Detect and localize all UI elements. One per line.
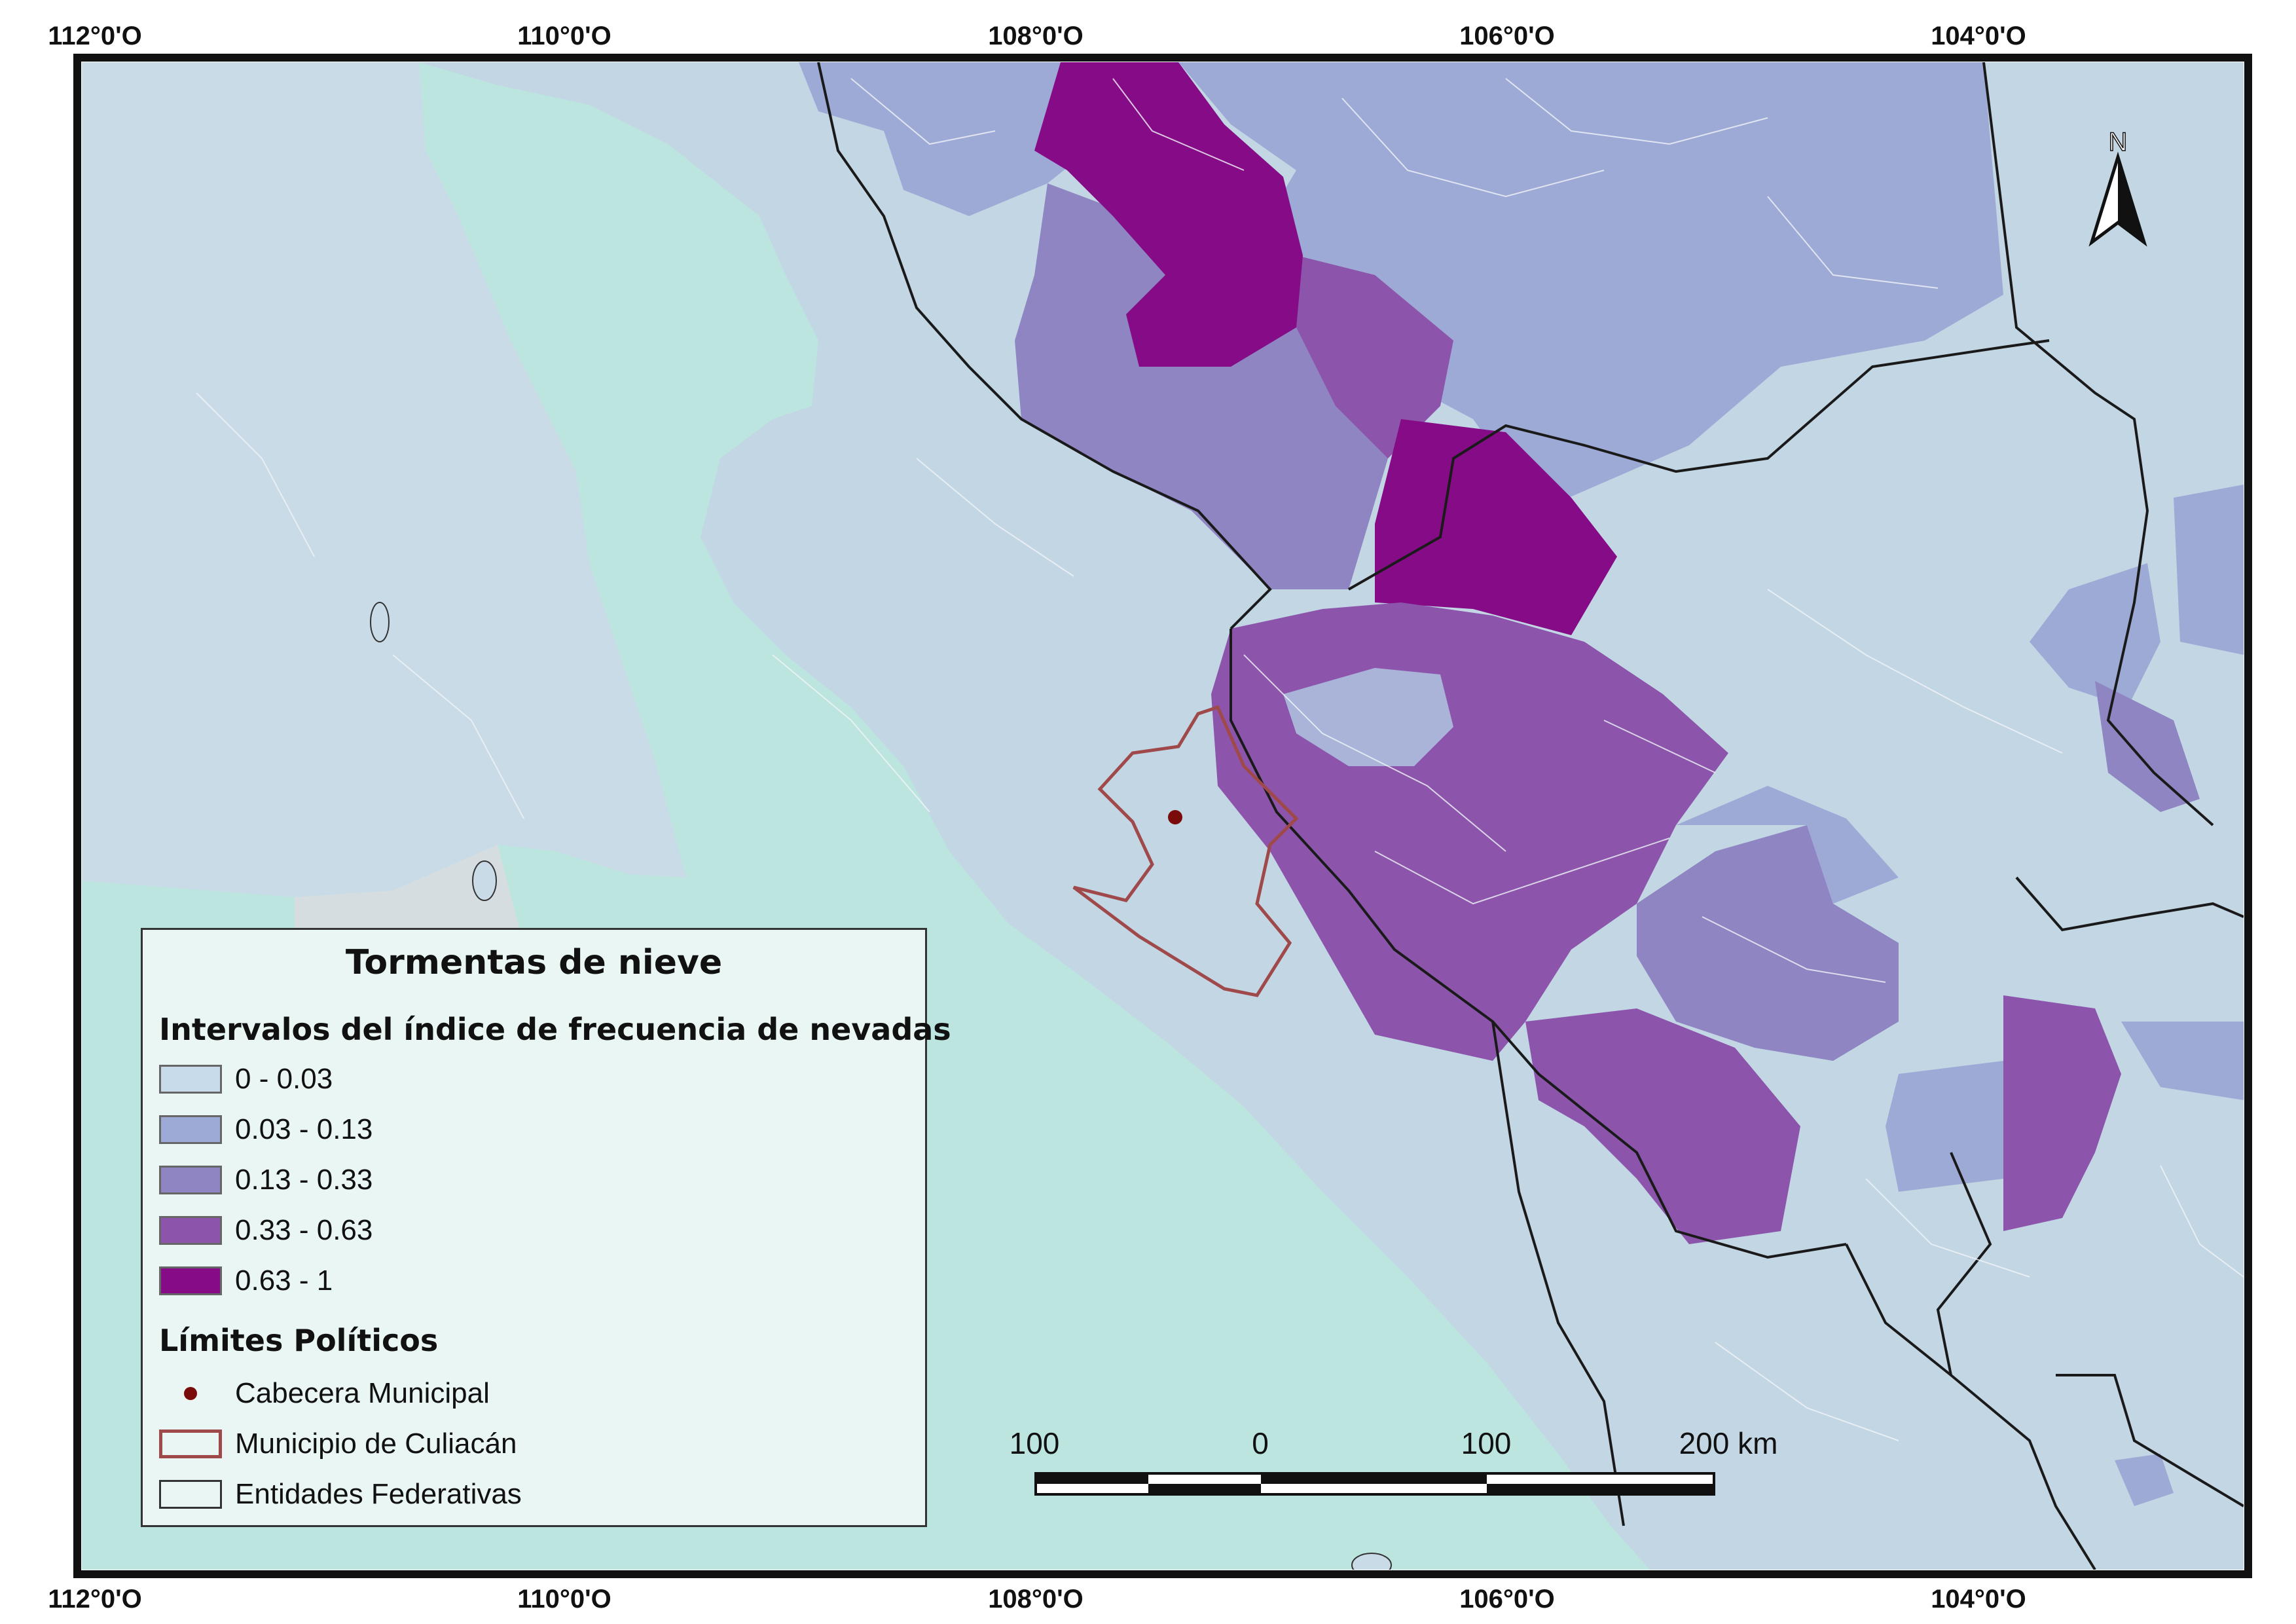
legend-swatch <box>159 1216 222 1245</box>
legend-swatch <box>159 1065 222 1094</box>
region-class-2 <box>2121 1022 2244 1100</box>
scale-label: 0 <box>1252 1426 1269 1460</box>
scale-label: 100 <box>1010 1426 1060 1460</box>
region-class-2 <box>2174 485 2244 655</box>
island <box>370 602 390 642</box>
coordinate-labels-bottom: 112°0'O 110°0'O 108°0'O 106°0'O 104°0'O <box>48 1585 2026 1614</box>
legend-class-item: 0.03 - 0.13 <box>159 1111 373 1148</box>
coord-label: 112°0'O <box>48 1585 141 1614</box>
scale-label: 100 <box>1461 1426 1512 1460</box>
coord-label: 108°0'O <box>988 1585 1084 1614</box>
legend-swatch <box>159 1166 222 1194</box>
legend-boundary-item: Municipio de Culiacán <box>159 1426 517 1462</box>
coord-label: 112°0'O <box>48 22 141 50</box>
north-arrow-icon: N <box>2088 127 2147 247</box>
legend-boundary-label: Cabecera Municipal <box>235 1377 490 1409</box>
region-class-5 <box>1375 419 1617 635</box>
region-class-3 <box>2095 681 2200 812</box>
legend-class-label: 0.33 - 0.63 <box>235 1214 373 1246</box>
map-frame <box>75 55 2251 1577</box>
point-symbol-icon <box>159 1379 222 1408</box>
region-class-2 <box>2030 563 2160 707</box>
island <box>472 860 497 901</box>
legend-swatch <box>159 1266 222 1295</box>
legend-boundary-label: Entidades Federativas <box>235 1478 522 1510</box>
region-class-4 <box>2003 995 2121 1231</box>
island <box>1351 1553 1392 1570</box>
region-class-2 <box>1178 62 2003 511</box>
coord-label: 110°0'O <box>517 1585 611 1614</box>
coord-label: 106°0'O <box>1459 1585 1555 1614</box>
region-class-3 <box>1015 183 1388 589</box>
baja-california-land <box>82 62 687 897</box>
legend-subtitle: Intervalos del índice de frecuencia de n… <box>159 1012 951 1047</box>
legend-title: Tormentas de nieve <box>345 943 723 982</box>
legend-class-label: 0 - 0.03 <box>235 1063 333 1095</box>
culiacan-municipality-outline <box>1072 705 1299 997</box>
legend-boundary-item: Cabecera Municipal <box>159 1375 490 1412</box>
region-class-2 <box>2115 1454 2174 1506</box>
region-class-4 <box>1525 1008 1800 1244</box>
region-class-1-enclave <box>1283 668 1453 766</box>
cabecera-municipal-point <box>1168 810 1182 824</box>
legend-boundary-item: Entidades Federativas <box>159 1476 522 1513</box>
coordinate-labels-top: 112°0'O 110°0'O 108°0'O 106°0'O 104°0'O <box>48 22 2026 50</box>
coord-label: 106°0'O <box>1459 22 1555 50</box>
coord-label: 104°0'O <box>1931 22 2026 50</box>
legend-class-item: 0.33 - 0.63 <box>159 1212 373 1249</box>
scale-label: 200 km <box>1679 1426 1778 1460</box>
region-class-5 <box>1034 62 1303 367</box>
north-arrow-label: N <box>2109 128 2128 157</box>
region-class-4 <box>1296 255 1453 458</box>
region-class-2 <box>1676 786 1899 904</box>
legend-class-label: 0.63 - 1 <box>235 1264 333 1297</box>
scale-bar: 100 0 100 200 km <box>1010 1426 1778 1496</box>
legend-boundary-label: Municipio de Culiacán <box>235 1428 517 1460</box>
region-class-3 <box>1637 825 1899 1061</box>
region-class-2 <box>1886 1061 2003 1192</box>
legend-class-item: 0 - 0.03 <box>159 1061 333 1098</box>
outline-symbol-icon <box>159 1430 222 1458</box>
municipal-boundaries <box>196 78 2244 1441</box>
box-symbol-icon <box>159 1480 222 1509</box>
legend-class-label: 0.03 - 0.13 <box>235 1113 373 1145</box>
legend-class-item: 0.13 - 0.33 <box>159 1162 373 1198</box>
legend-boundaries-title: Límites Políticos <box>159 1323 439 1358</box>
coord-label: 110°0'O <box>517 22 611 50</box>
map-legend: Tormentas de nieve Intervalos del índice… <box>141 928 951 1527</box>
coord-label: 104°0'O <box>1931 1585 2026 1614</box>
legend-class-label: 0.13 - 0.33 <box>235 1164 373 1196</box>
legend-class-item: 0.63 - 1 <box>159 1263 333 1299</box>
coord-label: 108°0'O <box>988 22 1084 50</box>
legend-swatch <box>159 1115 222 1144</box>
